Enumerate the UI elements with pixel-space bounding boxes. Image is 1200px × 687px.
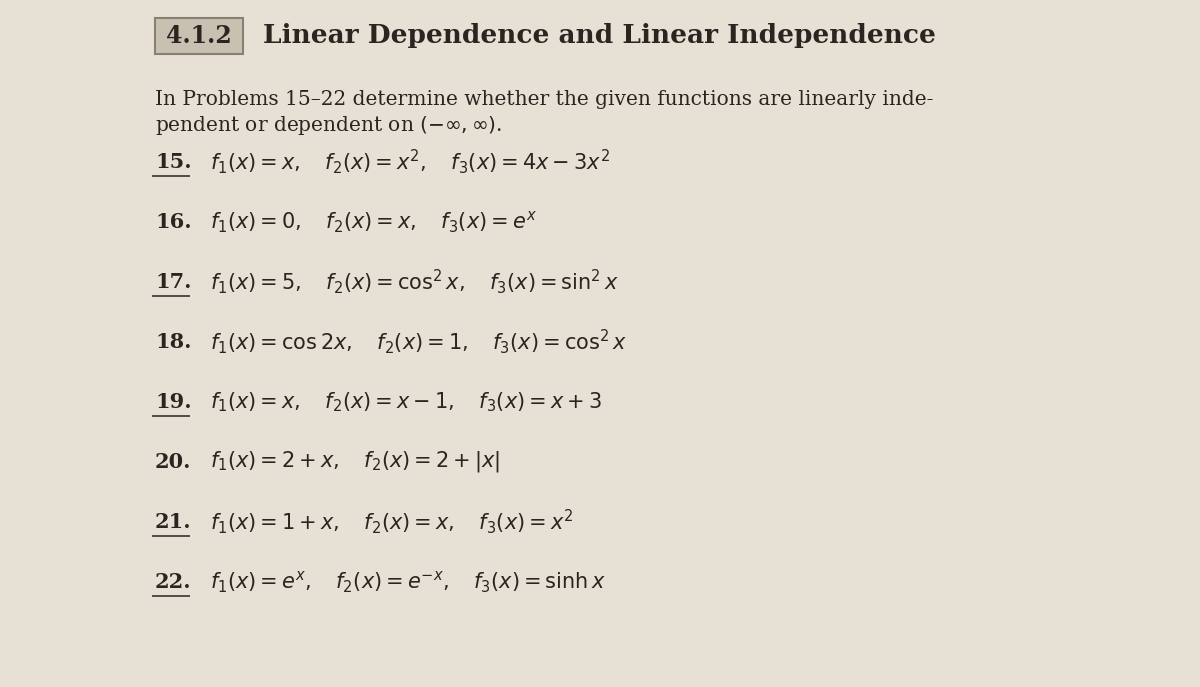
Text: 15.: 15. bbox=[155, 152, 192, 172]
Text: 21.: 21. bbox=[155, 512, 192, 532]
Text: $f_1(x) = x, \quad f_2(x) = x - 1, \quad f_3(x) = x + 3$: $f_1(x) = x, \quad f_2(x) = x - 1, \quad… bbox=[210, 390, 602, 414]
Text: $f_1(x) = \cos 2x, \quad f_2(x) = 1, \quad f_3(x) = \cos^2 x$: $f_1(x) = \cos 2x, \quad f_2(x) = 1, \qu… bbox=[210, 328, 628, 357]
Text: $f_1(x) = e^x, \quad f_2(x) = e^{-x}, \quad f_3(x) = \sinh x$: $f_1(x) = e^x, \quad f_2(x) = e^{-x}, \q… bbox=[210, 570, 606, 595]
Text: 17.: 17. bbox=[155, 272, 192, 292]
Text: 4.1.2: 4.1.2 bbox=[166, 24, 232, 48]
Text: 16.: 16. bbox=[155, 212, 192, 232]
Text: $f_1(x) = 5, \quad f_2(x) = \cos^2 x, \quad f_3(x) = \sin^2 x$: $f_1(x) = 5, \quad f_2(x) = \cos^2 x, \q… bbox=[210, 268, 619, 296]
Text: pendent or dependent on $(-\infty, \infty)$.: pendent or dependent on $(-\infty, \inft… bbox=[155, 114, 503, 137]
Text: $f_1(x) = 2 + x, \quad f_2(x) = 2 + |x|$: $f_1(x) = 2 + x, \quad f_2(x) = 2 + |x|$ bbox=[210, 449, 500, 475]
Text: In Problems 15–22 determine whether the given functions are linearly inde-: In Problems 15–22 determine whether the … bbox=[155, 90, 934, 109]
Text: 18.: 18. bbox=[155, 332, 192, 352]
Text: Linear Dependence and Linear Independence: Linear Dependence and Linear Independenc… bbox=[263, 23, 936, 49]
Text: 22.: 22. bbox=[155, 572, 192, 592]
Text: 20.: 20. bbox=[155, 452, 192, 472]
Text: 19.: 19. bbox=[155, 392, 192, 412]
Text: $f_1(x) = 1 + x, \quad f_2(x) = x, \quad f_3(x) = x^2$: $f_1(x) = 1 + x, \quad f_2(x) = x, \quad… bbox=[210, 508, 574, 537]
Text: $f_1(x) = x, \quad f_2(x) = x^2, \quad f_3(x) = 4x - 3x^2$: $f_1(x) = x, \quad f_2(x) = x^2, \quad f… bbox=[210, 148, 610, 177]
FancyBboxPatch shape bbox=[155, 18, 242, 54]
Text: $f_1(x) = 0, \quad f_2(x) = x, \quad f_3(x) = e^x$: $f_1(x) = 0, \quad f_2(x) = x, \quad f_3… bbox=[210, 210, 536, 235]
